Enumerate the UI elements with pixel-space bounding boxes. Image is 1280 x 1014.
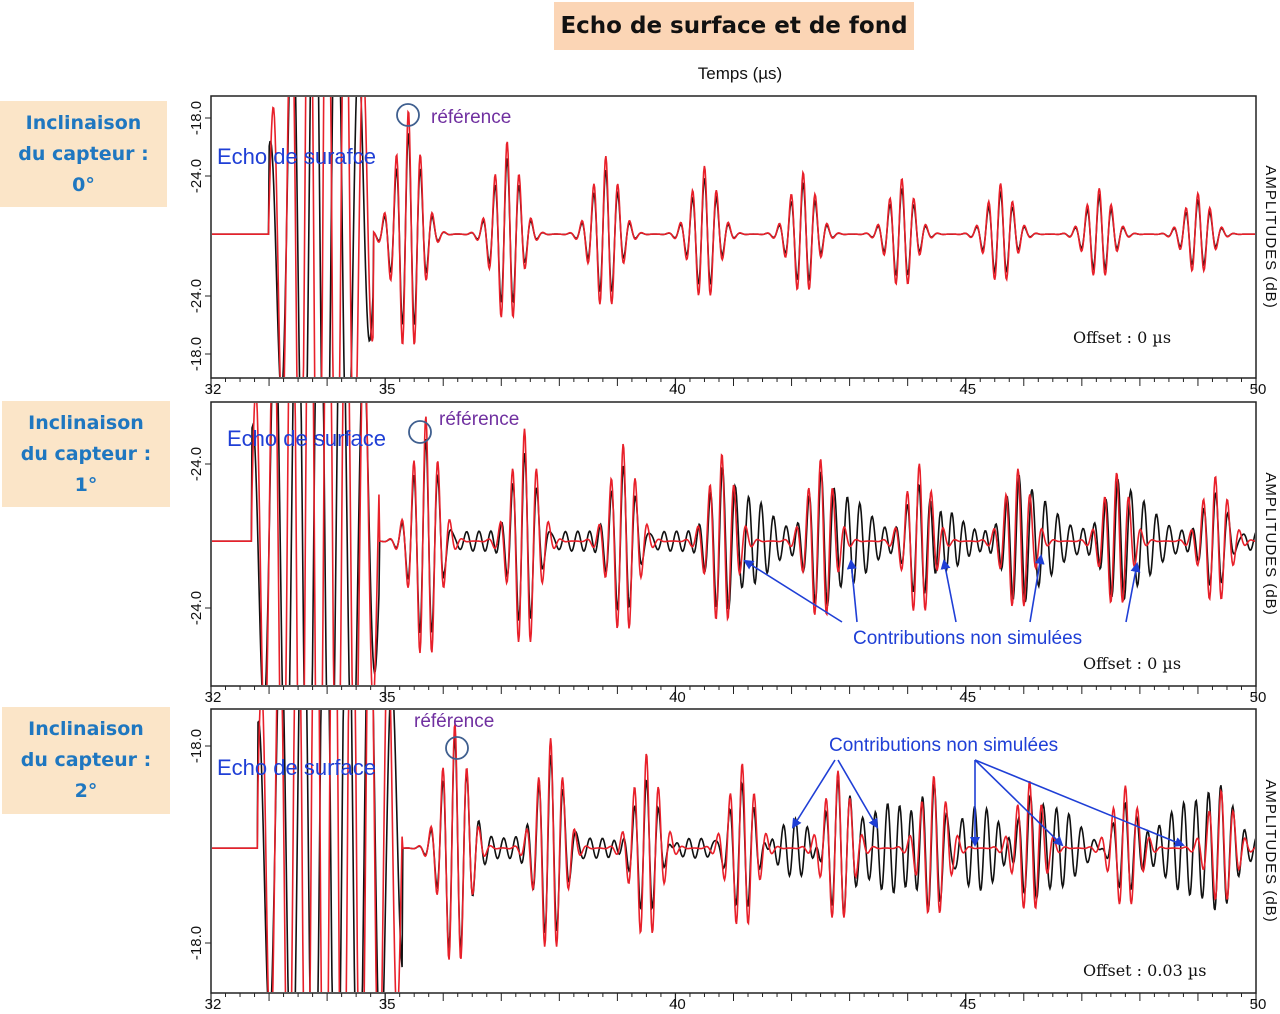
annotation-arrow — [940, 559, 957, 623]
side-label-line: du capteur : — [20, 442, 152, 465]
side-label-line: Inclinaison — [28, 411, 144, 434]
x-tick-label: 45 — [959, 689, 976, 706]
x-tick-label: 50 — [1250, 381, 1267, 398]
annotation-arrow — [846, 559, 858, 623]
side-label-line: Inclinaison — [25, 111, 142, 134]
simulated-signal-line — [212, 710, 1255, 992]
y-tick-label: -18.0 — [188, 337, 205, 371]
contributions-label: Contributions non simulées — [829, 735, 1058, 756]
annotation-arrow — [974, 759, 1185, 847]
y-axis-label: AMPLITUDES (dB) — [1262, 779, 1279, 922]
chart-panel: 32 35 40 45 50 -18.0 -24.0 -24.0 -18.0 AMPLITUDES… — [188, 95, 1279, 398]
side-label-tilt-1: Inclinaison du capteur : 1° — [2, 401, 170, 507]
surface-echo-label: Echo de surafce — [217, 144, 376, 169]
x-tick-label: 40 — [669, 689, 686, 706]
side-label-line: 1° — [74, 473, 98, 496]
x-tick-label: 40 — [669, 381, 686, 398]
reference-circle — [445, 736, 469, 760]
plot-area — [212, 403, 1255, 685]
plot-area — [212, 710, 1255, 992]
chart-panel: 32 35 40 45 50 -18.0 -18.0 AMPLITUDES (dB) Echo … — [188, 708, 1279, 1013]
annotation-arrow — [1029, 554, 1045, 623]
offset-label: Offset : 0.03 µs — [1083, 961, 1206, 980]
x-tick-label: 45 — [959, 996, 976, 1013]
y-tick-label: -24.0 — [188, 279, 205, 313]
x-tick-label: 32 — [205, 996, 222, 1013]
time-axis-label: Temps (µs) — [697, 64, 783, 83]
x-tick-label: 32 — [205, 689, 222, 706]
side-label-line: 2° — [74, 780, 98, 802]
side-label-line: du capteur : — [18, 142, 149, 165]
y-tick-label: -18.0 — [188, 101, 205, 135]
x-tick-label: 35 — [379, 996, 396, 1013]
x-tick-label: 35 — [379, 381, 396, 398]
reference-label: référence — [439, 409, 519, 430]
side-label-line: 0° — [72, 173, 95, 196]
offset-label: Offset : 0 µs — [1083, 654, 1181, 673]
side-label-line: du capteur : — [20, 749, 152, 771]
plot-area — [212, 97, 1255, 377]
annotation-arrow — [837, 759, 879, 829]
y-tick-label: -18.0 — [188, 729, 205, 763]
annotation-arrow — [743, 559, 843, 623]
reference-label: référence — [431, 107, 511, 128]
reference-label: référence — [414, 711, 494, 732]
x-tick-label: 32 — [205, 381, 222, 398]
simulated-signal-line — [212, 97, 1255, 377]
x-tick-label: 50 — [1250, 996, 1267, 1013]
plot-frame — [210, 401, 1257, 687]
side-label-line: Inclinaison — [28, 718, 144, 740]
y-tick-label: -24.0 — [188, 159, 205, 193]
surface-echo-label: Echo de surface — [217, 755, 376, 780]
side-label-tilt-2: Inclinaison du capteur : 2° — [2, 707, 170, 814]
annotation-arrow — [1125, 562, 1141, 623]
x-tick-label: 45 — [959, 381, 976, 398]
surface-echo-label: Echo de surface — [227, 426, 386, 451]
annotation-arrow — [974, 759, 1064, 847]
contributions-label: Contributions non simulées — [853, 628, 1082, 649]
reference-circle — [408, 420, 432, 444]
x-tick-label: 35 — [379, 689, 396, 706]
page-title: Echo de surface et de fond — [554, 2, 914, 50]
x-tick-label: 50 — [1250, 689, 1267, 706]
x-tick-label: 40 — [669, 996, 686, 1013]
y-tick-label: -24.0 — [188, 447, 205, 481]
offset-label: Offset : 0 µs — [1073, 328, 1171, 347]
annotation-arrow — [791, 759, 836, 829]
simulated-signal-line — [212, 403, 1255, 685]
y-axis-label: AMPLITUDES (dB) — [1262, 165, 1279, 308]
y-tick-label: -18.0 — [188, 926, 205, 960]
chart-panel: 32 35 40 45 50 -24.0 -24.0 AMPLITUDES (dB) Echo … — [188, 401, 1279, 706]
y-axis-label: AMPLITUDES (dB) — [1262, 472, 1279, 615]
side-label-tilt-0: Inclinaison du capteur : 0° — [0, 101, 167, 207]
reference-circle — [396, 103, 420, 127]
y-tick-label: -24.0 — [188, 591, 205, 625]
